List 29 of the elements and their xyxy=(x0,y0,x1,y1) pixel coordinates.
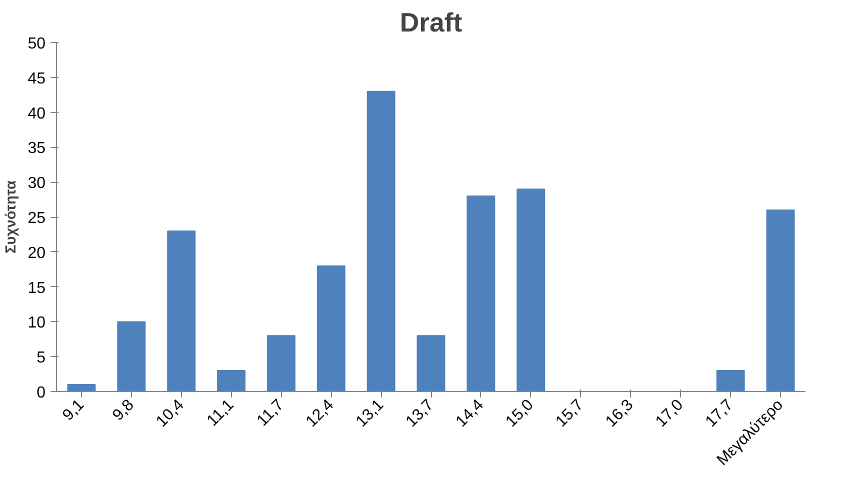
bar xyxy=(117,321,146,392)
bar xyxy=(466,196,496,392)
bar xyxy=(366,90,396,392)
bar xyxy=(316,265,346,392)
bar xyxy=(217,370,246,392)
x-tick-label: 9,8 xyxy=(110,396,138,424)
x-tick-label: 9,1 xyxy=(60,396,88,424)
y-tick-label: 50 xyxy=(28,36,46,52)
y-tick-label: 35 xyxy=(28,140,46,158)
bar xyxy=(167,230,196,392)
bar xyxy=(266,335,296,392)
y-axis-title: Συχνότητα xyxy=(4,180,20,254)
y-tick-label: 40 xyxy=(28,105,46,122)
x-tick-label: 13,1 xyxy=(353,396,388,431)
chart-title: Draft xyxy=(400,8,462,38)
y-tick-label: 25 xyxy=(28,210,46,227)
bar xyxy=(416,335,446,392)
y-tick-label: 5 xyxy=(36,350,46,367)
y-tick-label: 45 xyxy=(28,70,46,88)
x-tick-label: 11,1 xyxy=(204,396,238,430)
bar xyxy=(766,210,795,392)
bar xyxy=(67,384,96,392)
bar xyxy=(716,370,745,392)
y-tick-label: 10 xyxy=(28,314,46,332)
y-tick-label: 0 xyxy=(36,384,46,402)
y-tick-label: 30 xyxy=(28,175,46,192)
y-tick-label: 15 xyxy=(28,280,46,297)
y-tick-label: 20 xyxy=(28,244,46,262)
bar xyxy=(516,188,546,392)
